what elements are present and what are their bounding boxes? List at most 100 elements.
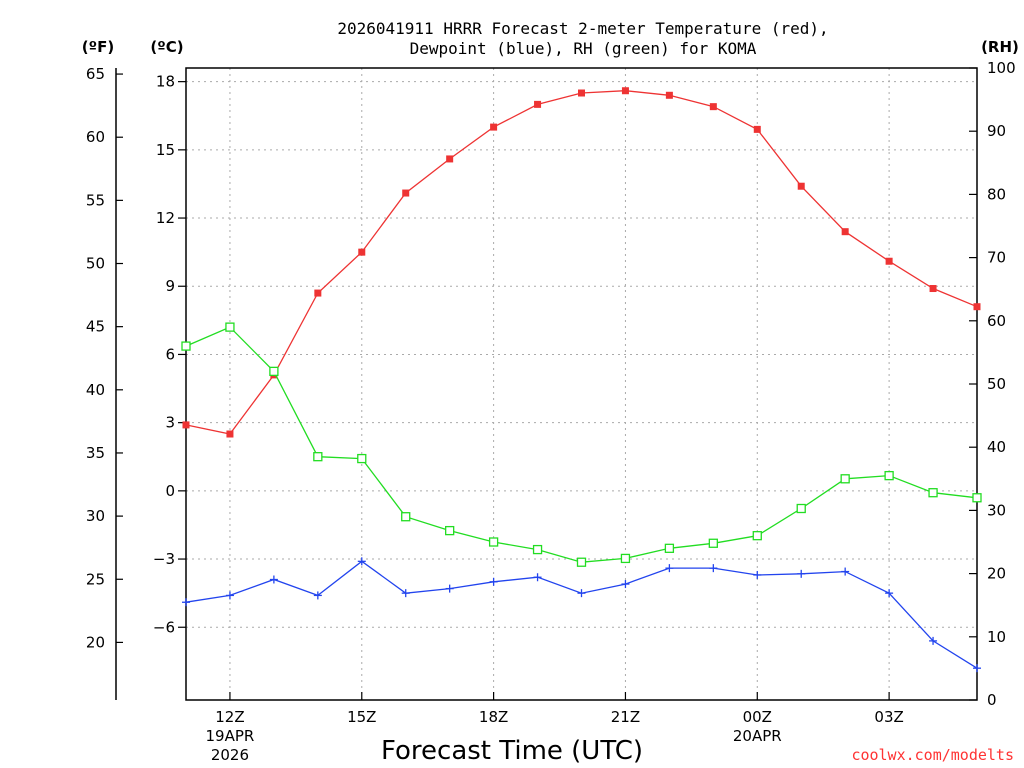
celsius-tick-label: 3 (165, 414, 175, 432)
rh-point (884, 470, 894, 481)
temperature-point (929, 285, 937, 293)
rh-point (752, 531, 762, 541)
chart-title-line1: 2026041911 HRRR Forecast 2-meter Tempera… (337, 19, 828, 38)
rh-point (620, 553, 631, 564)
dewpoint-point (753, 570, 762, 579)
temperature-point (621, 87, 629, 95)
celsius-tick-label: 12 (156, 209, 175, 227)
dewpoint-line (185, 560, 978, 669)
rh-point (532, 544, 543, 555)
x-tick-year-label: 2026 (211, 746, 249, 764)
rh-point (972, 493, 982, 503)
temperature-point (709, 103, 717, 111)
rh-tick-label: 40 (987, 438, 1006, 456)
fahrenheit-tick-label: 20 (86, 633, 105, 651)
celsius-tick-label: 18 (156, 73, 175, 91)
rh-point (488, 537, 499, 547)
dewpoint-point (709, 564, 718, 573)
axes: 1815129630−3−665605550454035302520100908… (86, 59, 1016, 764)
dewpoint-point (797, 569, 806, 578)
temperature-point (490, 123, 498, 131)
x-tick-label: 18Z (479, 708, 508, 726)
dewpoint-point (489, 577, 498, 586)
rh-point (576, 557, 587, 567)
celsius-tick-label: −6 (153, 618, 175, 636)
temperature-point (578, 89, 585, 97)
dewpoint-point (841, 567, 850, 576)
fahrenheit-tick-label: 50 (86, 255, 105, 273)
rh-point (313, 452, 323, 462)
temperature-point (841, 228, 849, 236)
celsius-tick-label: 9 (165, 277, 175, 295)
dewpoint-point (401, 589, 410, 598)
fahrenheit-tick-label: 55 (86, 191, 105, 209)
celsius-tick-label: 15 (156, 141, 175, 159)
dewpoint-point (533, 573, 542, 582)
rh-tick-label: 70 (987, 249, 1006, 267)
temperature-point (753, 125, 761, 133)
fahrenheit-tick-label: 65 (86, 65, 105, 83)
x-tick-date-label: 20APR (733, 727, 782, 745)
dewpoint-point (973, 664, 981, 673)
temperature-point (402, 189, 410, 197)
rh-tick-label: 0 (987, 691, 997, 709)
rh-point (840, 474, 850, 484)
rh-tick-label: 90 (987, 122, 1006, 140)
rh-tick-label: 60 (987, 312, 1006, 330)
rh-tick-label: 10 (987, 628, 1006, 646)
rh-tick-label: 80 (987, 185, 1006, 203)
dewpoint-point (929, 636, 938, 645)
fahrenheit-tick-label: 45 (86, 318, 105, 336)
temperature-point (446, 155, 454, 163)
rh-tick-label: 100 (987, 59, 1016, 77)
rh-point (225, 322, 235, 332)
rh-point (269, 366, 279, 377)
fahrenheit-tick-label: 35 (86, 444, 105, 462)
fahrenheit-tick-label: 25 (86, 570, 105, 588)
temperature-point (314, 289, 322, 297)
fahrenheit-tick-label: 40 (86, 381, 105, 399)
rh-point (357, 453, 367, 464)
dewpoint-point (269, 575, 278, 584)
plot-frame (185, 67, 978, 701)
temperature-point (665, 91, 673, 99)
grid (186, 68, 977, 700)
temperature-point (885, 257, 893, 265)
dewpoint-point (313, 591, 322, 600)
x-axis-label: Forecast Time (UTC) (381, 736, 643, 766)
temperature-point (358, 248, 366, 256)
fahrenheit-unit-label: (ºF) (82, 38, 114, 56)
x-tick-label: 03Z (874, 708, 903, 726)
dewpoint-point (621, 580, 630, 589)
celsius-unit-label: (ºC) (150, 38, 183, 56)
rh-tick-label: 20 (987, 565, 1006, 583)
rh-point (401, 512, 411, 522)
dewpoint-point (577, 589, 586, 598)
temperature-point (182, 421, 190, 429)
x-tick-label: 00Z (743, 708, 772, 726)
x-tick-label: 15Z (347, 708, 376, 726)
rh-point (928, 488, 938, 498)
rh-tick-label: 50 (987, 375, 1006, 393)
rh-unit-label: (RH) (981, 38, 1019, 56)
dewpoint-point (665, 564, 674, 573)
rh-line (185, 326, 978, 563)
dewpoint-point (885, 589, 894, 598)
dewpoint-point (182, 598, 190, 607)
temperature-point (973, 303, 981, 311)
temperature-line (185, 90, 978, 435)
dewpoint-point (225, 591, 234, 600)
rh-point (181, 341, 191, 351)
fahrenheit-tick-label: 30 (86, 507, 105, 525)
rh-tick-label: 30 (987, 501, 1006, 519)
celsius-tick-label: 0 (165, 482, 175, 500)
series-layer (181, 87, 982, 673)
rh-point (796, 503, 806, 514)
x-tick-label: 21Z (611, 708, 640, 726)
chart-title-line2: Dewpoint (blue), RH (green) for KOMA (410, 39, 757, 58)
fahrenheit-tick-label: 60 (86, 128, 105, 146)
temperature-point (226, 430, 234, 438)
x-tick-label: 12Z (215, 708, 244, 726)
rh-point (708, 538, 718, 548)
